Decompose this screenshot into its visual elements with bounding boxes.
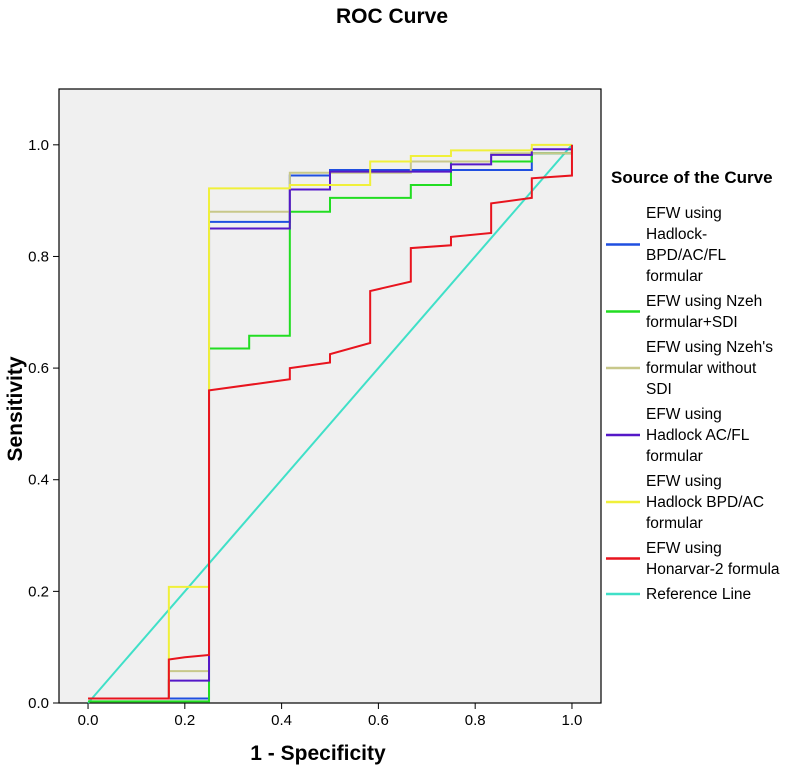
legend-label: EFW using (646, 406, 722, 423)
legend-label: Hadlock AC/FL (646, 427, 750, 444)
plot-area (58, 88, 602, 704)
legend-label: Hadlock BPD/AC (646, 494, 764, 511)
x-tick-label: 0.6 (368, 712, 389, 729)
legend-label: SDI (646, 381, 672, 398)
series-line-efw-using-honarvar-2-formula (88, 144, 573, 700)
series-layer (87, 143, 573, 704)
legend-label: formular without (646, 360, 757, 377)
x-tick-label: 0.8 (465, 712, 486, 729)
legend-item-efw-using-hadlock-bpd-ac-fl-formular: EFW using Hadlock- BPD/AC/FL formular (606, 205, 726, 285)
x-tick-label: 1.0 (562, 712, 583, 729)
legend-label: formular+SDI (646, 314, 738, 331)
y-tick-label: 0.0 (28, 695, 49, 712)
legend-label: EFW using (646, 540, 722, 557)
chart-title: ROC Curve (336, 5, 448, 28)
y-axis-title: Sensitivity (4, 356, 27, 461)
legend-label: formular (646, 268, 703, 285)
legend-item-efw-using-honarvar-2-formula: EFW using Honarvar-2 formula (606, 540, 780, 578)
legend-label: EFW using Nzeh (646, 293, 762, 310)
legend-label: formular (646, 448, 703, 465)
x-tick-label: 0.4 (271, 712, 292, 729)
legend-label: EFW using (646, 205, 722, 222)
series-line-efw-using-nzeh-formular-sdi (88, 144, 573, 703)
legend-label: Hadlock- (646, 226, 707, 243)
legend-label: BPD/AC/FL (646, 247, 726, 264)
legend-item-efw-using-hadlock-bpd-ac-formular: EFW using Hadlock BPD/AC formular (606, 473, 764, 532)
x-tick-label: 0.2 (174, 712, 195, 729)
axis-ticks: 0.0 0.2 0.4 0.6 0.8 1.0 0.0 0.2 0.4 0.6 0.8 1.0 (28, 137, 582, 729)
x-axis-title: 1 - Specificity (250, 742, 386, 765)
series-line-efw-using-hadlock-bpd-ac-formular (88, 143, 572, 700)
legend-label: EFW using Nzeh's (646, 339, 773, 356)
series-line-efw-using-hadlock-ac-fl-formular (88, 144, 573, 700)
x-tick-label: 0.0 (78, 712, 99, 729)
legend-title: Source of the Curve (611, 168, 773, 187)
legend-label: Honarvar-2 formula (646, 561, 780, 578)
legend-label: Reference Line (646, 586, 751, 603)
y-tick-label: 0.2 (28, 583, 49, 600)
y-tick-label: 0.6 (28, 360, 49, 377)
legend-item-efw-using-hadlock-ac-fl-formular: EFW using Hadlock AC/FL formular (606, 406, 750, 465)
y-tick-label: 1.0 (28, 137, 49, 154)
legend-item-efw-using-nzeh-formular-sdi: EFW using Nzeh formular+SDI (606, 293, 762, 331)
legend-label: EFW using (646, 473, 722, 490)
legend-label: formular (646, 515, 703, 532)
y-tick-label: 0.4 (28, 472, 49, 489)
y-tick-label: 0.8 (28, 248, 49, 265)
legend-item-reference-line: Reference Line (606, 586, 751, 603)
legend-item-efw-using-nzeh-s-formular-without-sdi: EFW using Nzeh's formular without SDI (606, 339, 773, 398)
